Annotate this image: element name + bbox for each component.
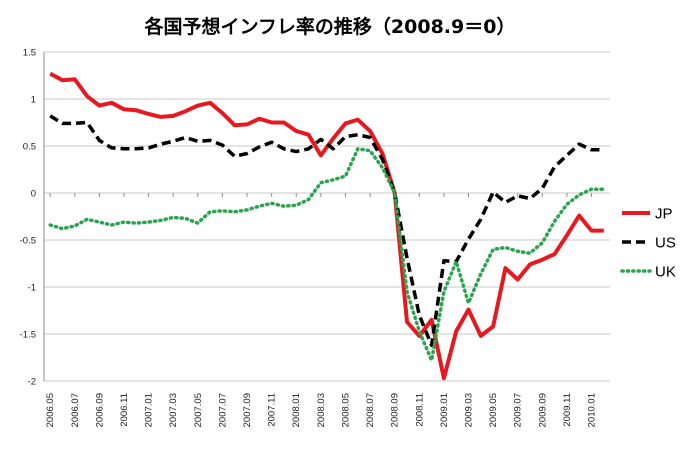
y-tick-label: -0.5: [20, 236, 36, 247]
series-line-uk: [48, 147, 606, 363]
chart-title: 各国予想インフレ率の推移（2008.9＝0）: [144, 15, 516, 38]
x-tick-label: 2007.01: [144, 393, 155, 427]
y-tick-label: 1: [31, 95, 36, 106]
y-tick-label: 1.5: [23, 48, 36, 59]
legend-label-uk: UK: [655, 264, 676, 281]
legend-label-us: US: [655, 235, 676, 252]
x-tick-label: 2010.01: [587, 393, 598, 427]
x-tick-label: 2006.11: [119, 393, 130, 427]
x-tick-label: 2007.03: [168, 393, 179, 427]
series: [48, 71, 606, 381]
x-tick-label: 2008.01: [291, 393, 302, 427]
y-tick-label: -1: [28, 283, 36, 294]
x-tick-label: 2008.09: [390, 393, 401, 427]
x-tick-label: 2008.11: [414, 393, 425, 427]
x-tick-label: 2007.05: [193, 393, 204, 427]
x-tick-label: 2006.09: [94, 393, 105, 427]
grid: [44, 51, 610, 382]
series-line-jp: [49, 71, 604, 381]
x-tick-label: 2008.07: [365, 393, 376, 427]
y-tick-label: 0.5: [23, 142, 36, 153]
x-tick-label: 2007.11: [267, 393, 278, 427]
x-tick-label: 2006.07: [70, 393, 81, 427]
x-tick-label: 2006.05: [45, 393, 56, 427]
x-tick-label: 2008.05: [340, 393, 351, 427]
x-tick-label: 2009.09: [537, 393, 548, 427]
x-tick-label: 2007.09: [242, 393, 253, 427]
x-tick-label: 2009.05: [488, 393, 499, 427]
x-tick-label: 2009.03: [464, 393, 475, 427]
series-line-us: [49, 114, 604, 348]
legend: JP US UK: [620, 206, 676, 281]
y-tick-label: -2: [28, 377, 36, 388]
x-tick-label: 2009.07: [513, 393, 524, 427]
legend-label-jp: JP: [655, 206, 673, 223]
axes: 1.5 1 0.5 0 -0.5 -1 -1.5 -2 2006.05 2006.07 2006.0…: [20, 48, 598, 428]
x-tick-label: 2008.03: [316, 393, 327, 427]
x-tick-label: 2007.07: [217, 393, 228, 427]
y-tick-label: 0: [31, 189, 36, 200]
x-tick-label: 2009.11: [562, 393, 573, 427]
x-tick-label: 2009.01: [439, 393, 450, 427]
y-tick-label: -1.5: [20, 330, 36, 341]
